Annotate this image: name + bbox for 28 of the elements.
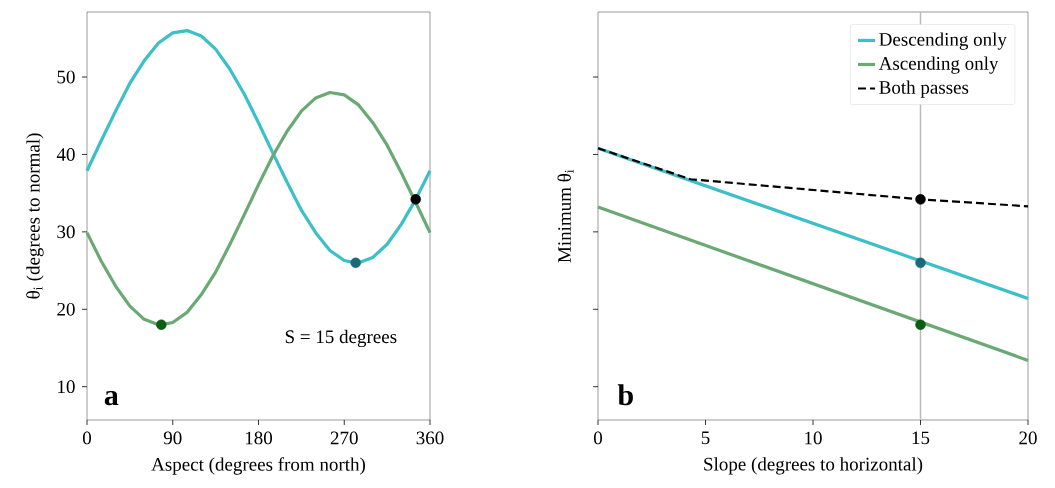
y-axis-title: θ$_{i}$ (degrees to normal): [26, 133, 44, 299]
y-tick-label: 50: [57, 70, 75, 84]
x-tick-label: 20: [1019, 431, 1037, 445]
y-tick-label: 10: [58, 380, 75, 394]
point: [410, 194, 421, 205]
x-tick-label: 0: [82, 431, 92, 445]
x-tick-label: 15: [912, 431, 930, 445]
x-tick-label: 0: [593, 431, 603, 445]
y-tick-label: 30: [57, 225, 75, 239]
annotation: b: [617, 384, 633, 406]
annotation: S = 15 degrees: [285, 329, 397, 348]
x-tick-label: 180: [245, 431, 273, 445]
x-tick-label: 360: [416, 431, 444, 445]
annotation: a: [104, 390, 119, 406]
point: [350, 257, 361, 269]
point: [156, 319, 167, 330]
x-tick-label: 270: [330, 431, 358, 445]
y-axis-title: Minimum θ$_{i}$: [557, 169, 574, 263]
y-tick-label: 20: [57, 302, 75, 316]
x-axis-title: Aspect (degrees from north): [151, 457, 366, 475]
legend-label: Both passes: [879, 80, 969, 98]
legend-label: Descending only: [879, 32, 1007, 50]
legend-label: Ascending only: [878, 56, 999, 74]
x-tick-label: 10: [805, 431, 822, 445]
x-axis-title: Slope (degrees to horizontal): [704, 457, 923, 475]
y-tick-label: 40: [56, 148, 75, 161]
x-tick-label: 90: [163, 431, 182, 445]
x-tick-label: 5: [701, 431, 710, 445]
